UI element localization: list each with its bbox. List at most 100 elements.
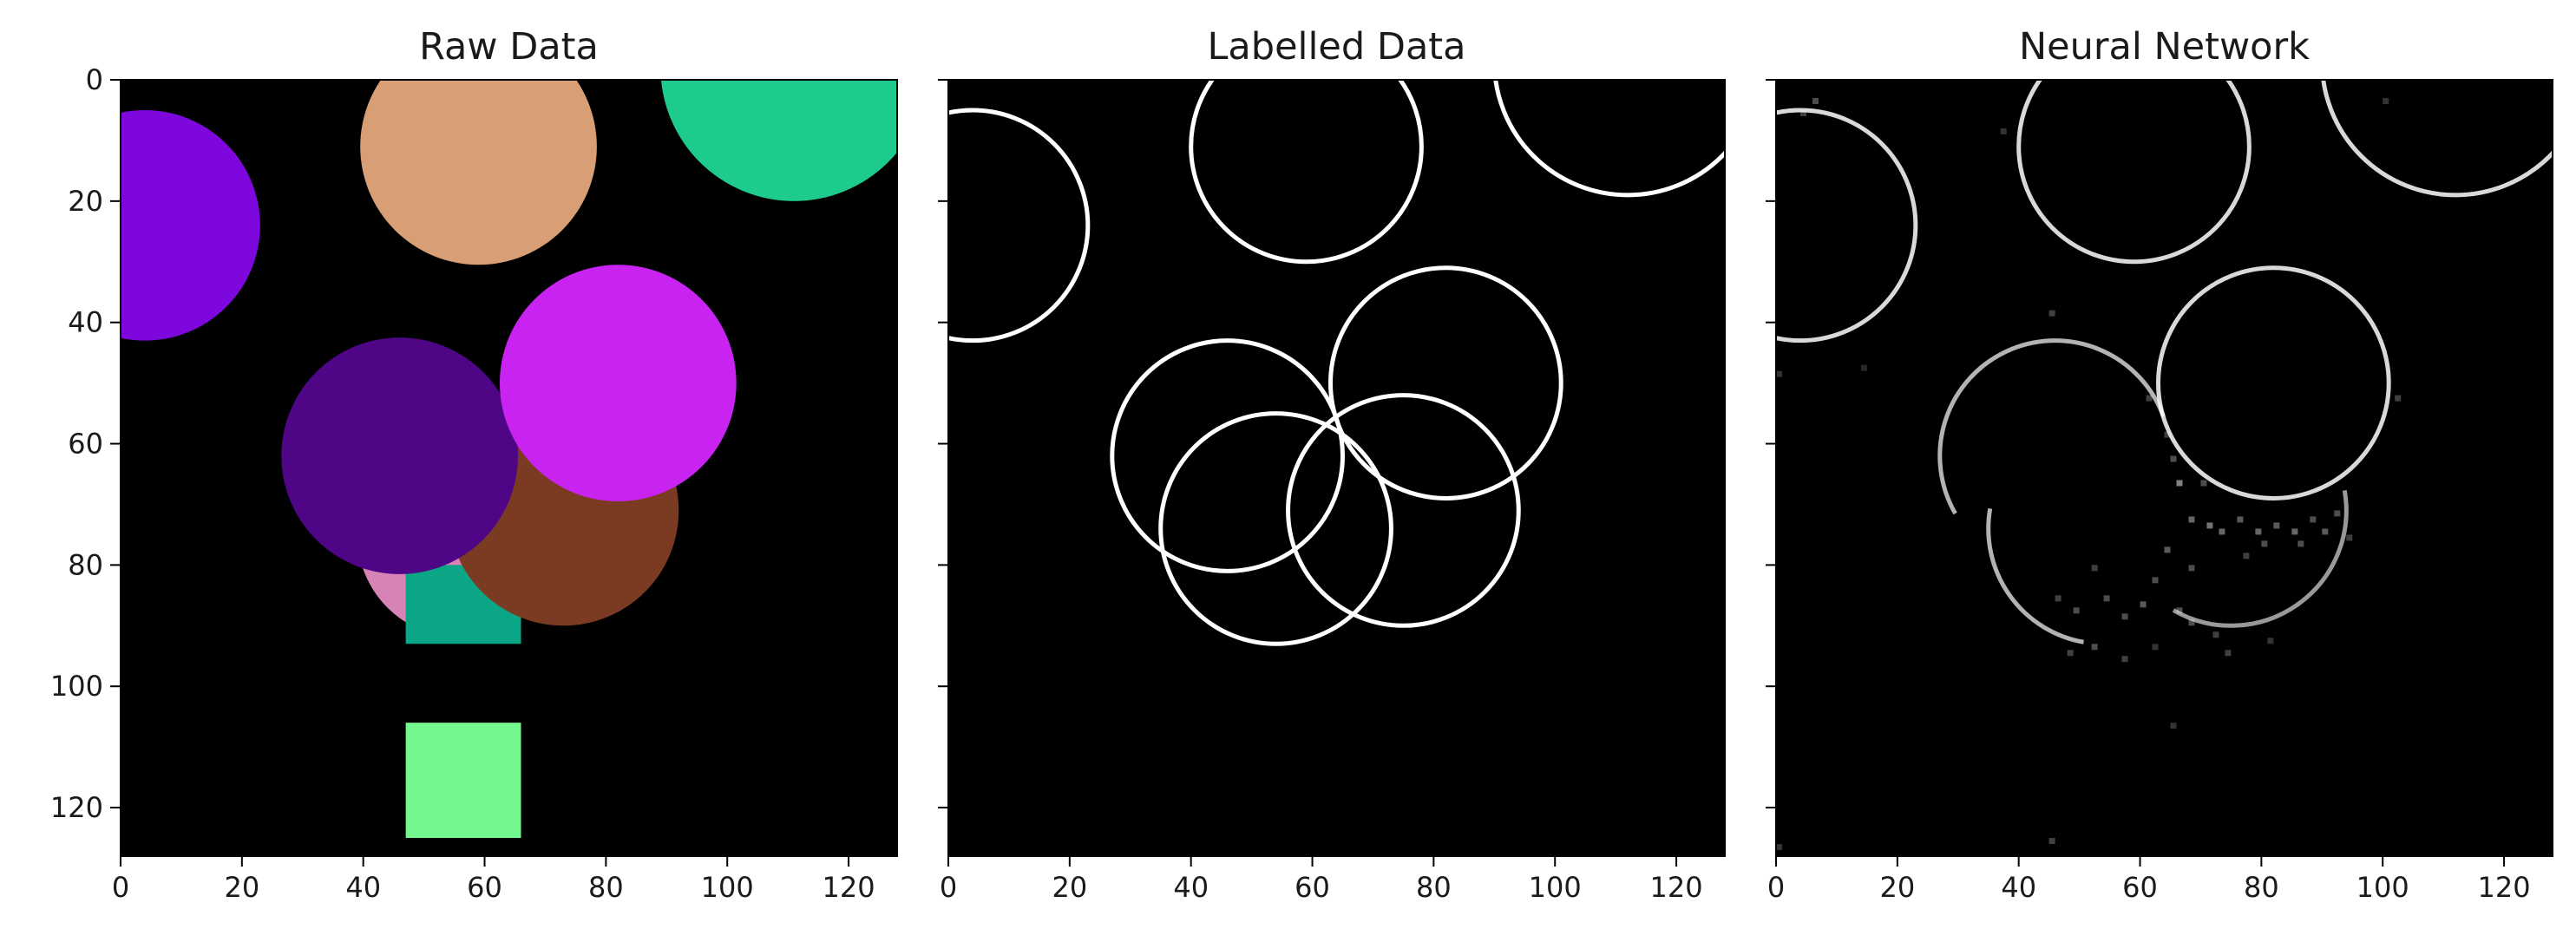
- y-tick-label-120: 120: [50, 791, 103, 824]
- noise-pixel-4: [2219, 528, 2225, 535]
- noise-pixel-11: [2334, 510, 2341, 517]
- blob-2: [360, 80, 597, 265]
- noise-pixel-20: [2176, 607, 2183, 614]
- x-tick-label-60: 60: [467, 871, 502, 904]
- noise-pixel-17: [2073, 607, 2080, 614]
- edge-arc-5: [1937, 338, 2166, 515]
- x-tick-label-80: 80: [588, 871, 624, 904]
- x-tick-label-20: 20: [1052, 871, 1087, 904]
- x-tick-label-60: 60: [2122, 871, 2158, 904]
- square-9: [405, 723, 521, 839]
- panel-title: Raw Data: [419, 25, 599, 69]
- edge-ring-3: [1493, 80, 1725, 198]
- edge-ring-1: [1776, 108, 1918, 343]
- image-content: [1776, 80, 2553, 851]
- noise-pixel-41: [1776, 370, 1782, 377]
- y-tick-label-60: 60: [68, 428, 103, 461]
- noise-pixel-18: [2055, 595, 2061, 602]
- image-background: [948, 80, 1725, 856]
- x-tick-label-100: 100: [701, 871, 754, 904]
- x-tick-label-20: 20: [1879, 871, 1915, 904]
- x-tick-label-120: 120: [1650, 871, 1703, 904]
- x-tick-label-0: 0: [1767, 871, 1785, 904]
- edge-ring-2: [1189, 80, 1424, 265]
- noise-pixel-14: [2140, 601, 2147, 608]
- noise-pixel-48: [2188, 565, 2195, 572]
- x-tick-label-0: 0: [940, 871, 957, 904]
- noise-pixel-7: [2273, 522, 2280, 529]
- edge-ring-7: [1286, 393, 1521, 628]
- noise-pixel-38: [2225, 650, 2232, 657]
- blob-3: [660, 80, 897, 201]
- y-tick-label-80: 80: [68, 548, 103, 581]
- edge-ring-2: [2016, 80, 2252, 265]
- noise-pixel-8: [2291, 528, 2298, 535]
- noise-pixel-45: [2261, 540, 2268, 547]
- edge-ring-6: [1158, 411, 1393, 646]
- noise-pixel-3: [2206, 522, 2213, 529]
- x-tick-label-0: 0: [112, 871, 129, 904]
- noise-pixel-23: [2067, 650, 2074, 657]
- x-tick-label-40: 40: [345, 871, 381, 904]
- noise-pixel-2: [2188, 516, 2195, 523]
- axes-frame: [120, 79, 898, 857]
- blob-1: [121, 110, 260, 341]
- x-tick-label-100: 100: [1529, 871, 1582, 904]
- noise-pixel-29: [2146, 395, 2153, 402]
- x-tick-label-40: 40: [2001, 871, 2036, 904]
- noise-pixel-13: [2152, 577, 2159, 584]
- x-tick-label-80: 80: [2244, 871, 2279, 904]
- noise-pixel-42: [1860, 364, 1867, 371]
- y-tick-label-20: 20: [68, 185, 103, 218]
- noise-pixel-44: [2200, 480, 2207, 487]
- noise-pixel-46: [2297, 540, 2304, 547]
- noise-pixel-43: [1776, 844, 1782, 851]
- noise-pixel-21: [2188, 619, 2195, 626]
- noise-pixel-1: [2176, 480, 2183, 487]
- noise-pixel-19: [2091, 565, 2098, 572]
- axes-frame: [947, 79, 1726, 857]
- noise-pixel-37: [2267, 638, 2274, 644]
- blob-8: [500, 265, 737, 501]
- x-tick-label-120: 120: [2478, 871, 2531, 904]
- y-tick-label-0: 0: [86, 63, 103, 96]
- edge-arc-6: [1986, 507, 2084, 644]
- noise-pixel-31: [1812, 97, 1819, 104]
- image-background: [1776, 80, 2553, 856]
- noise-pixel-39: [2170, 723, 2177, 729]
- image-content: [121, 80, 897, 839]
- noise-pixel-40: [2048, 838, 2055, 845]
- noise-pixel-30: [2048, 310, 2055, 317]
- noise-pixel-24: [2091, 644, 2098, 651]
- panel-title: Labelled Data: [1207, 25, 1465, 69]
- x-tick-label-60: 60: [1295, 871, 1330, 904]
- x-tick-label-100: 100: [2356, 871, 2409, 904]
- x-tick-label-80: 80: [1416, 871, 1452, 904]
- x-tick-label-20: 20: [224, 871, 259, 904]
- noise-pixel-12: [2164, 546, 2171, 553]
- edge-arc-7: [2172, 489, 2349, 628]
- axes-frame: [1775, 79, 2553, 857]
- noise-pixel-16: [2103, 595, 2110, 602]
- noise-pixel-47: [2243, 553, 2250, 559]
- y-tick-label-40: 40: [68, 306, 103, 339]
- edge-ring-5: [1328, 265, 1563, 500]
- panel-title: Neural Network: [2019, 25, 2310, 69]
- x-tick-label-40: 40: [1173, 871, 1209, 904]
- image-content: [948, 80, 1725, 646]
- panel-3: Neural Network 0 20 40 60 80 100 120: [1766, 25, 2553, 904]
- noise-pixel-26: [2152, 644, 2159, 651]
- noise-pixel-25: [2121, 656, 2128, 663]
- edge-ring-4: [2156, 265, 2391, 500]
- noise-pixel-27: [2170, 455, 2177, 462]
- edge-ring-4: [1110, 338, 1345, 573]
- noise-pixel-28: [2164, 431, 2171, 438]
- noise-pixel-5: [2237, 516, 2244, 523]
- panel-2: Labelled Data 0 20 40 60 80 100 120: [938, 25, 1726, 904]
- noise-pixel-15: [2121, 613, 2128, 620]
- noise-pixel-35: [2395, 395, 2402, 402]
- edge-ring-1: [948, 108, 1091, 343]
- blob-7: [281, 337, 518, 574]
